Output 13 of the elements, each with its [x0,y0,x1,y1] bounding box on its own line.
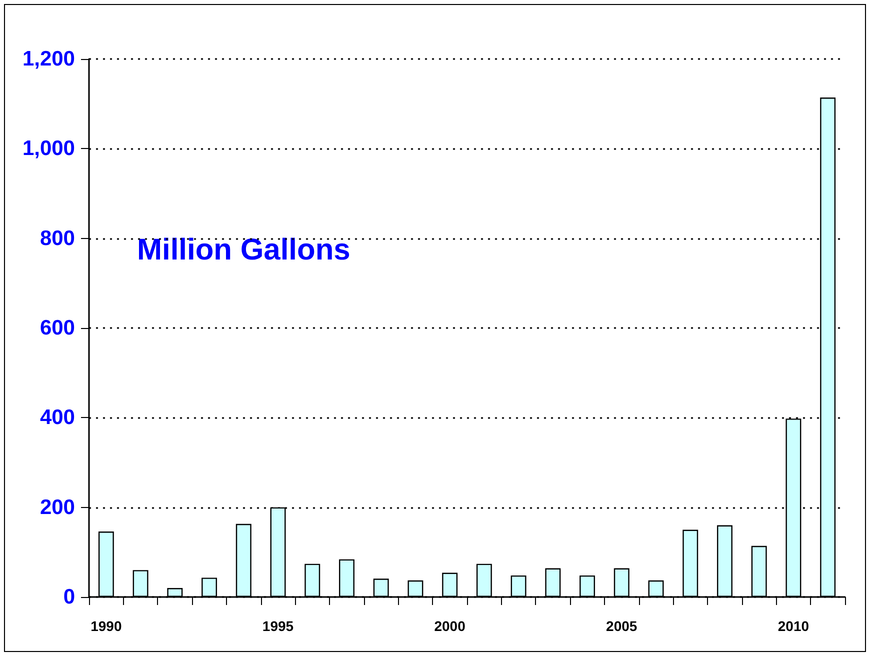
x-tick-label: 2000 [434,618,466,634]
y-tick-label: 1,000 [22,137,75,160]
y-tick-label: 1,200 [22,48,75,70]
y-tick-label: 0 [63,586,75,608]
x-tick-label: 2005 [606,618,638,634]
annotation: Million Gallons [137,234,350,266]
x-tick-label: 1990 [90,618,122,634]
x-tick-label: 2010 [778,618,810,634]
y-tick-label: 800 [40,226,75,250]
y-tick-label: 400 [40,406,75,430]
x-tick-label: 1995 [262,618,294,634]
y-tick-label: 600 [40,316,75,340]
y-tick-label: 200 [40,496,75,519]
